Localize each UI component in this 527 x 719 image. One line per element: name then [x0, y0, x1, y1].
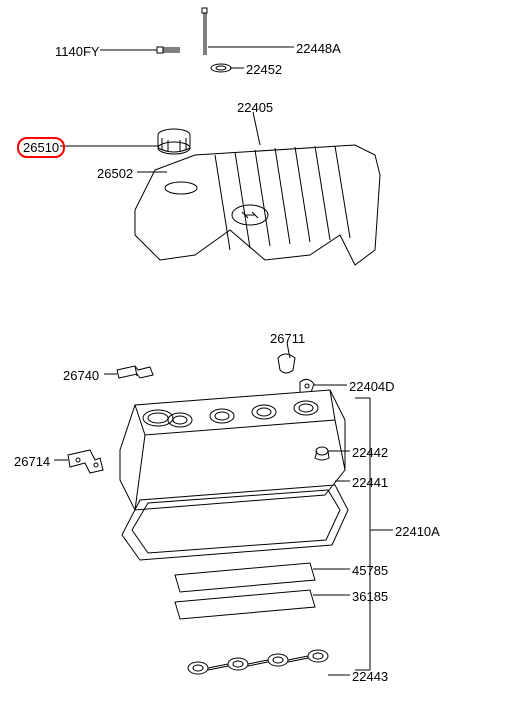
- part-clip-26711: [278, 354, 295, 373]
- part-seal-22443: [188, 650, 328, 674]
- label-26714: 26714: [14, 454, 50, 469]
- label-22443: 22443: [352, 669, 388, 684]
- part-washer-22452: [211, 64, 231, 72]
- part-gasket-45785: [175, 563, 315, 592]
- label-1140FY: 1140FY: [55, 44, 100, 59]
- part-oil-cap-26510: [158, 129, 190, 154]
- label-22404D: 22404D: [349, 379, 395, 394]
- label-22442: 22442: [352, 445, 388, 460]
- label-22452: 22452: [246, 62, 282, 77]
- label-36185: 36185: [352, 589, 388, 604]
- label-22441: 22441: [352, 475, 388, 490]
- label-22410A: 22410A: [395, 524, 440, 539]
- label-26740: 26740: [63, 368, 99, 383]
- part-pcv-valve-26740: [117, 366, 153, 378]
- part-valve-cover-22410A: [120, 390, 345, 510]
- label-22448A: 22448A: [296, 41, 341, 56]
- part-bolt-22448A: [202, 8, 207, 55]
- part-bracket-26714: [68, 450, 103, 473]
- label-26502: 26502: [97, 166, 133, 181]
- part-gasket-36185: [175, 590, 315, 619]
- label-45785: 45785: [352, 563, 388, 578]
- part-engine-cover-22405: [135, 145, 380, 265]
- label-22405: 22405: [237, 100, 273, 115]
- label-26510-highlight: 26510: [17, 137, 65, 158]
- part-bolt-1140FY: [157, 47, 180, 53]
- label-26711: 26711: [270, 331, 305, 346]
